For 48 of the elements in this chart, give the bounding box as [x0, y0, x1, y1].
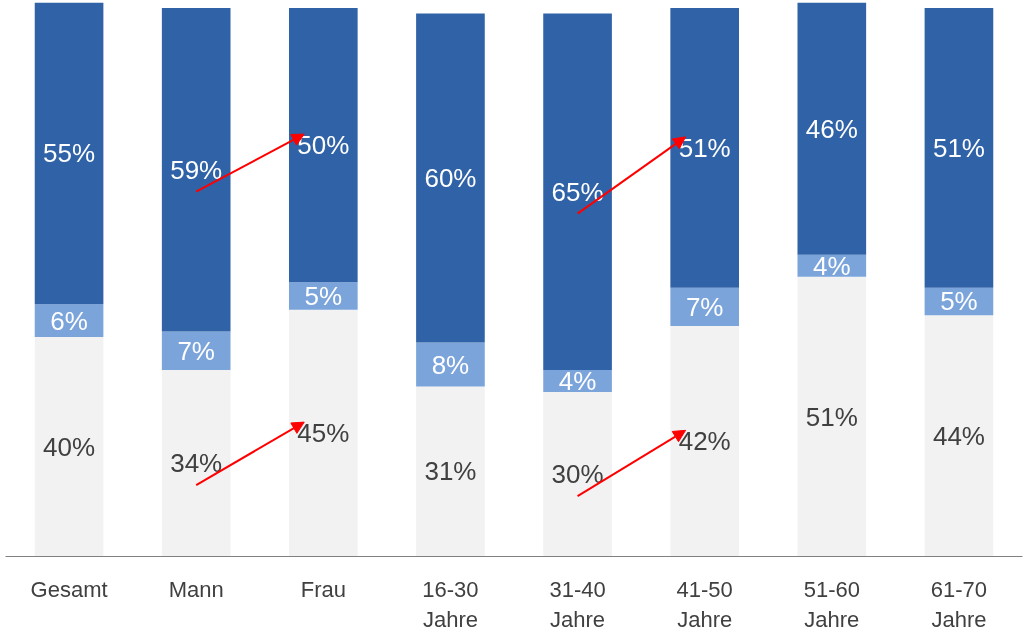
data-label: 51% — [805, 401, 858, 432]
x-tick-label: Mann — [168, 576, 224, 602]
data-label: 59% — [170, 154, 223, 185]
x-tick-label: Gesamt — [30, 576, 108, 602]
bar — [288, 7, 358, 283]
data-label: 8% — [431, 349, 470, 380]
x-tick-label: 51-60 Jahre — [803, 576, 860, 632]
data-label: 5% — [304, 280, 343, 311]
data-label: 31% — [424, 456, 477, 487]
data-label: 40% — [43, 431, 96, 462]
data-label: 65% — [551, 176, 604, 207]
bar — [797, 2, 867, 255]
bar — [670, 7, 740, 288]
data-label: 45% — [297, 418, 350, 449]
data-label: 42% — [678, 426, 731, 457]
x-tick-label: 41-50 Jahre — [676, 576, 733, 632]
bar — [34, 337, 104, 557]
bar — [288, 309, 358, 557]
bar — [543, 13, 612, 370]
data-label: 44% — [932, 420, 985, 451]
data-label: 55% — [43, 138, 96, 169]
bar — [416, 386, 485, 557]
data-label: 4% — [813, 250, 851, 281]
data-label: 50% — [297, 130, 350, 161]
data-label: 7% — [177, 335, 215, 366]
bar — [543, 391, 612, 557]
data-label: 60% — [424, 163, 477, 194]
bar — [924, 7, 994, 288]
bar — [161, 7, 231, 332]
data-label: 30% — [551, 459, 604, 490]
bar — [797, 276, 867, 557]
bar — [34, 2, 104, 305]
bar — [670, 326, 740, 557]
data-label: 7% — [685, 291, 724, 322]
data-label: 34% — [170, 448, 223, 479]
bar — [416, 13, 485, 343]
data-label: 5% — [940, 286, 978, 317]
data-label: 4% — [558, 365, 597, 396]
data-label: 46% — [805, 113, 858, 144]
data-label: 51% — [678, 132, 731, 163]
x-tick-label: 16-30 Jahre — [422, 576, 479, 632]
bar — [161, 370, 231, 557]
x-tick-label: 61-70 Jahre — [930, 576, 988, 632]
data-label: 6% — [50, 305, 88, 336]
data-label: 51% — [932, 132, 985, 163]
x-tick-label: Frau — [300, 576, 346, 602]
bar — [924, 315, 994, 557]
x-tick-label: 31-40 Jahre — [549, 576, 606, 632]
